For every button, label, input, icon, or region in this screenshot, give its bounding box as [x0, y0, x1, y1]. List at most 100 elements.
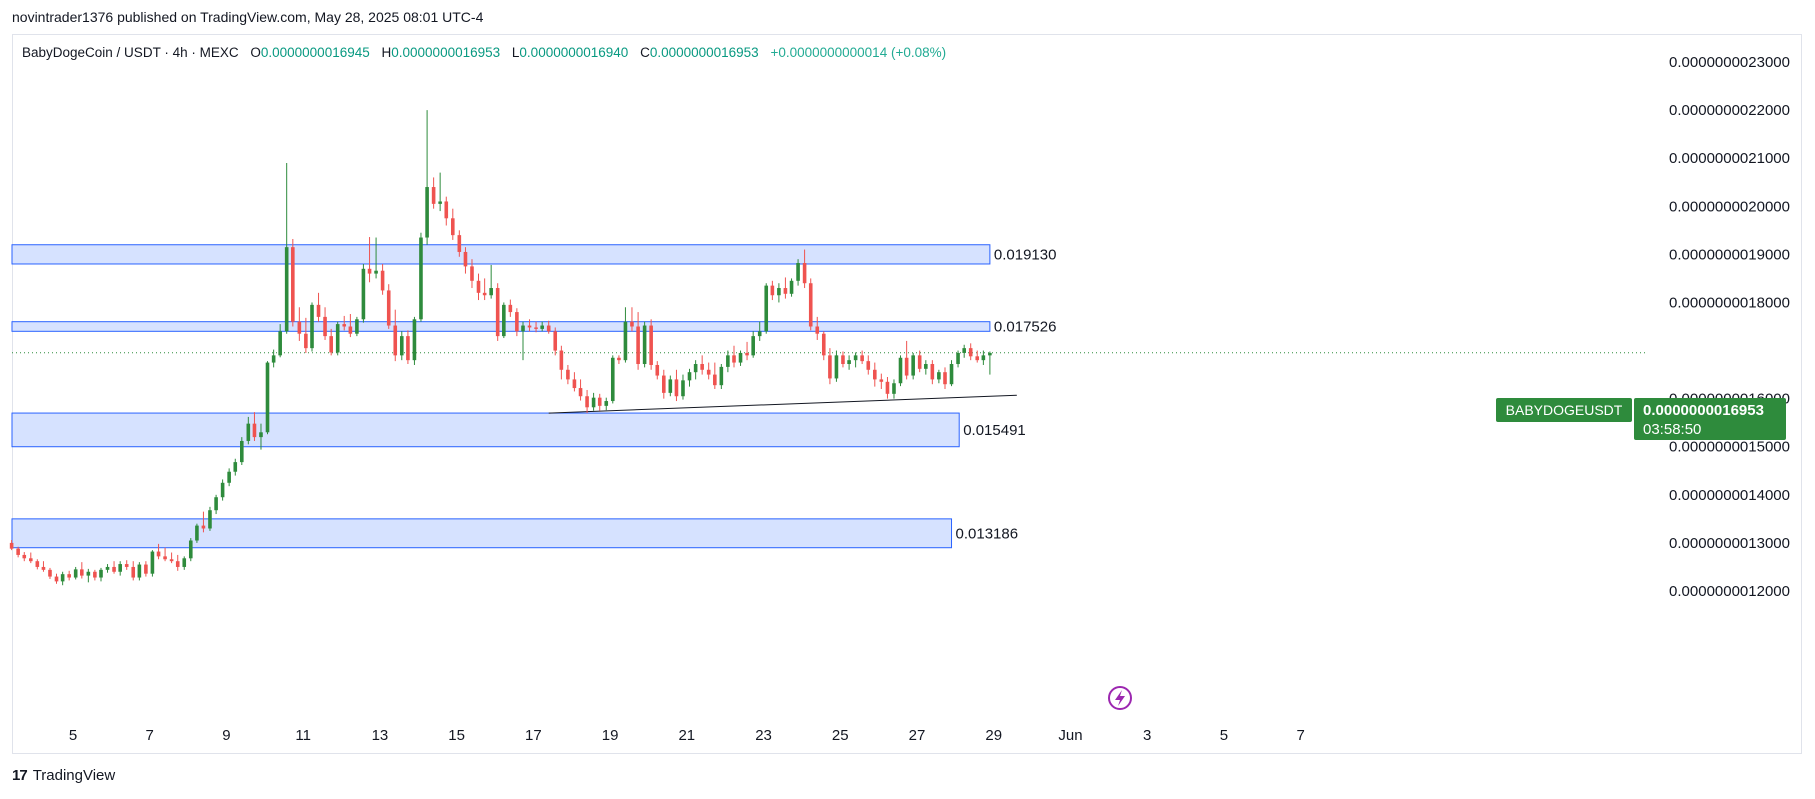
candle-body [975, 356, 980, 361]
candle-body [54, 576, 59, 582]
candle-body [412, 319, 417, 361]
price-tag-countdown: 03:58:50 [1643, 421, 1701, 438]
low-label: L [511, 45, 520, 60]
candle-body [182, 558, 187, 567]
candle-body [802, 263, 807, 284]
open-label: O [250, 45, 261, 60]
x-tick-label: 25 [832, 727, 849, 744]
change-value: +0.0000000000014 (+0.08%) [770, 45, 947, 60]
candle-body [521, 325, 525, 332]
candle-body [662, 375, 666, 393]
candle-body [9, 542, 14, 549]
candle-body [572, 379, 577, 389]
candle-body [329, 336, 333, 353]
candle-body [738, 352, 743, 363]
candle-body [67, 574, 71, 578]
candle-body [284, 247, 289, 332]
trendline [548, 394, 1017, 414]
candle-body [956, 352, 960, 365]
candle-body [457, 235, 462, 252]
candle-body [898, 357, 903, 384]
candle-body [169, 559, 174, 562]
y-tick-label: 0.0000000013000 [1669, 535, 1790, 552]
candle-body [879, 379, 884, 382]
candle-body [425, 187, 429, 238]
x-tick-label: 15 [448, 727, 465, 744]
candle-body [860, 355, 864, 362]
candle-body [35, 561, 40, 567]
brand-name: TradingView [32, 767, 116, 784]
high-value: 0.0000000016953 [391, 45, 501, 60]
candle-body [93, 571, 97, 578]
close-label: C [640, 45, 650, 60]
x-tick-label: 17 [525, 727, 542, 744]
candle-body [419, 237, 423, 320]
candle-body [546, 325, 551, 332]
candle-body [726, 355, 730, 367]
candle-body [515, 312, 519, 332]
candle-body [297, 321, 302, 334]
candle-body [310, 304, 314, 349]
y-tick-label: 0.0000000019000 [1669, 246, 1790, 263]
x-tick-label: 11 [295, 727, 311, 744]
x-tick-label: 13 [372, 727, 389, 744]
candle-body [604, 401, 609, 406]
low-value: 0.0000000016940 [519, 45, 629, 60]
candle-body [693, 364, 698, 373]
zone-3 [11, 412, 960, 448]
candle-body [380, 270, 385, 291]
candle-body [22, 554, 27, 559]
x-tick-label: 29 [985, 727, 1002, 744]
candle-body [630, 321, 634, 327]
candle-body [757, 331, 762, 337]
symbol-name[interactable]: BabyDogeCoin / USDT · 4h · MEXC [22, 45, 239, 60]
candle-body [732, 355, 736, 363]
footer-brand[interactable]: 17 TradingView [12, 767, 115, 784]
candle-body [399, 336, 404, 356]
candle-body [304, 333, 308, 349]
zone-label-4: 0.013186 [956, 525, 1019, 542]
candle-body [617, 357, 621, 361]
candle-body [118, 564, 122, 572]
candle-body [208, 510, 212, 529]
symbol-tag-label: BABYDOGEUSDT [1506, 402, 1623, 418]
candle-body [451, 218, 455, 236]
candle-body [16, 548, 20, 555]
candle-body [316, 304, 321, 317]
x-tick-label: 5 [69, 727, 77, 744]
candle-body [892, 383, 896, 394]
candle-body [968, 348, 973, 357]
tradingview-logo-icon: 17 [12, 767, 28, 784]
candle-body [438, 201, 442, 204]
candle-body [259, 432, 263, 438]
candle-body [342, 324, 347, 327]
candle-body [751, 336, 755, 356]
candle-body [853, 355, 858, 361]
candle-body [150, 551, 155, 574]
price-tag-value: 0.0000000016953 [1643, 402, 1764, 419]
candle-body [29, 558, 33, 562]
price-tag [1634, 398, 1786, 440]
candle-body [834, 355, 839, 379]
candle-body [636, 326, 640, 365]
candle-body [655, 364, 660, 376]
symbol-legend: BabyDogeCoin / USDT · 4h · MEXC O0.00000… [22, 45, 946, 60]
candle-body [489, 288, 493, 296]
x-tick-label: 3 [1143, 727, 1151, 744]
candle-body [463, 251, 468, 267]
y-tick-label: 0.0000000023000 [1669, 54, 1790, 71]
zone-label-3: 0.015491 [963, 422, 1026, 439]
candle-body [393, 325, 398, 356]
candle-body [540, 325, 544, 329]
candle-body [687, 372, 692, 381]
lightning-event-icon [1108, 686, 1132, 710]
y-tick-label: 0.0000000015000 [1669, 439, 1790, 456]
candle-body [917, 355, 922, 369]
open-value: 0.0000000016945 [260, 45, 370, 60]
candle-body [904, 357, 909, 376]
zone-4 [11, 518, 953, 549]
candle-body [246, 423, 251, 441]
candle-body [847, 360, 851, 365]
candle-body [201, 525, 206, 529]
